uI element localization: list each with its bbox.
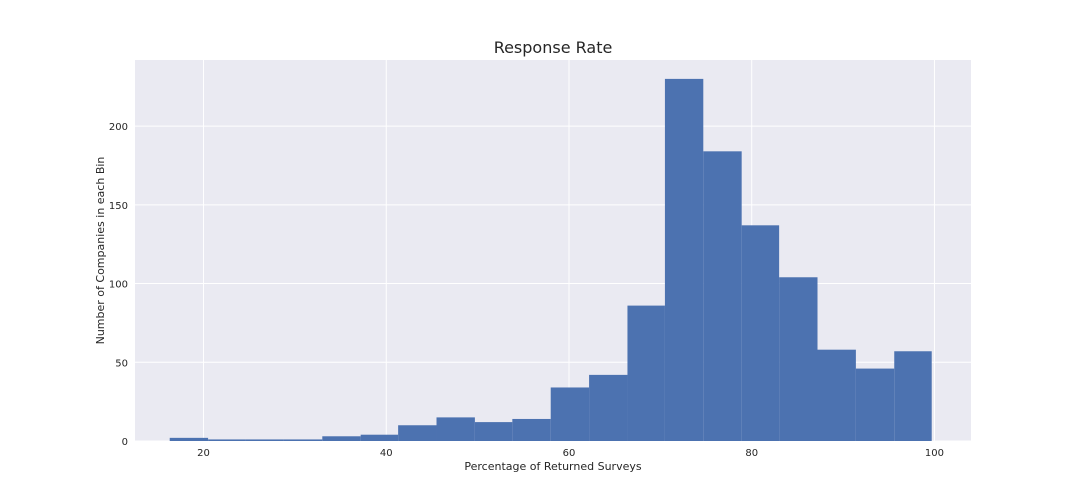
histogram-bars (169, 78, 932, 441)
histogram-bar (855, 368, 895, 441)
histogram-bar (741, 225, 780, 441)
x-tick-label: 80 (745, 448, 758, 459)
x-axis-label: Percentage of Returned Surveys (464, 460, 641, 473)
y-tick-label: 50 (115, 358, 128, 369)
histogram-bar (664, 78, 704, 441)
histogram-bar (245, 439, 284, 441)
histogram-bar (894, 351, 932, 441)
histogram-bar (283, 439, 323, 441)
histogram-bar (360, 434, 399, 441)
histogram-bar (398, 425, 437, 441)
chart-title: Response Rate (494, 38, 613, 57)
histogram-bar (817, 349, 856, 441)
x-tick-label: 40 (380, 448, 393, 459)
y-tick-label: 150 (109, 201, 128, 212)
histogram-bar (627, 305, 665, 441)
x-axis-ticks: 20 40 60 80 100 (197, 448, 944, 459)
x-tick-label: 60 (563, 448, 576, 459)
y-axis-label: Number of Companies in each Bin (94, 157, 107, 345)
y-tick-label: 100 (109, 280, 128, 291)
histogram-bar (208, 439, 246, 441)
histogram-bar (779, 277, 818, 441)
histogram-bar (322, 436, 361, 441)
x-tick-label: 20 (197, 448, 210, 459)
y-axis-ticks: 0 50 100 150 200 (109, 122, 128, 448)
histogram-bar (169, 437, 209, 441)
histogram-bar (550, 387, 590, 441)
y-tick-label: 200 (109, 122, 128, 133)
y-tick-label: 0 (122, 437, 128, 448)
histogram-bar (589, 374, 628, 441)
x-tick-label: 100 (925, 448, 944, 459)
histogram-bar (703, 151, 742, 441)
histogram-bar (512, 418, 551, 441)
histogram-bar (474, 422, 513, 441)
histogram-bar (436, 417, 475, 441)
